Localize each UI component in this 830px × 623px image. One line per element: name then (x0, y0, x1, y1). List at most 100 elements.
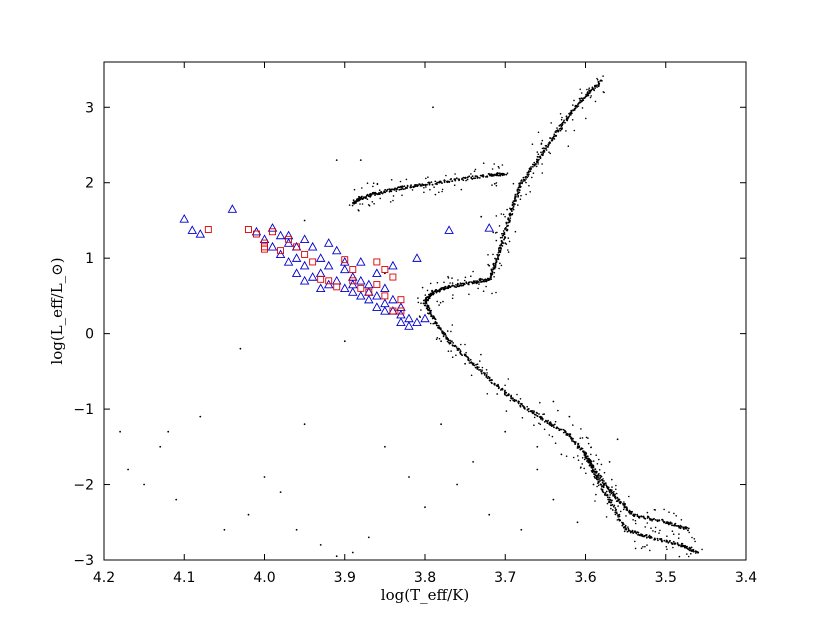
track-point (559, 129, 562, 132)
track-point (530, 168, 533, 170)
track-scatter-point (557, 409, 559, 412)
track-scatter-point (581, 107, 584, 109)
track-scatter-point (476, 363, 479, 366)
track-point (505, 173, 508, 176)
track-scatter-point (611, 478, 613, 481)
track-scatter-point (498, 267, 500, 270)
plot-frame (103, 61, 747, 561)
track-point (509, 219, 511, 222)
track-point (383, 190, 386, 193)
track-scatter-point (649, 549, 651, 552)
track-point (511, 204, 514, 207)
track-point (516, 190, 519, 192)
track-point (547, 143, 550, 146)
track-scatter-point (634, 519, 637, 522)
square-point (253, 230, 260, 238)
track-scatter-point (611, 499, 613, 502)
track-point (536, 415, 539, 417)
track-scatter-point (540, 142, 543, 145)
track-scatter-point (482, 162, 485, 164)
track-scatter-point (446, 330, 449, 332)
track-scatter-point (463, 279, 466, 282)
track-point (463, 283, 466, 286)
track-scatter-point (423, 191, 425, 194)
triangle-point (420, 313, 430, 323)
track-point (545, 149, 548, 151)
square-point (204, 226, 212, 233)
track-point (566, 119, 569, 122)
track-point (621, 524, 624, 527)
track-scatter-point (457, 283, 459, 286)
track-point (457, 347, 460, 350)
track-point (618, 513, 621, 516)
track-point (545, 147, 547, 150)
track-scatter-point (623, 501, 625, 503)
track-point (473, 280, 475, 283)
track-scatter-point (446, 340, 449, 343)
track-point (580, 100, 583, 103)
track-point (500, 389, 502, 391)
track-point (425, 302, 428, 305)
track-point (560, 428, 563, 431)
track-point (455, 177, 458, 180)
track-point (479, 279, 482, 282)
track-point (385, 190, 388, 193)
track-point (483, 280, 486, 283)
track-point (602, 491, 605, 494)
track-scatter-point (572, 424, 574, 426)
track-scatter-point (468, 362, 471, 364)
track-scatter-point (652, 530, 654, 532)
track-point (510, 207, 513, 210)
field-point (592, 483, 595, 486)
triangle-point (356, 275, 366, 285)
track-point (502, 230, 505, 232)
track-scatter-point (579, 88, 581, 91)
track-point (523, 178, 526, 181)
track-scatter-point (371, 201, 374, 203)
track-point (683, 528, 685, 530)
track-scatter-point (583, 458, 586, 461)
field-point (536, 445, 539, 448)
y-tick-label: 2 (85, 176, 94, 192)
field-point (560, 453, 563, 456)
track-scatter-point (400, 188, 403, 191)
track-scatter-point (493, 276, 495, 278)
field-point (568, 415, 571, 418)
square-point (381, 266, 389, 273)
track-point (358, 196, 361, 199)
track-point (669, 521, 672, 524)
square-point (285, 235, 293, 243)
track-scatter-point (548, 434, 551, 436)
track-point (477, 176, 479, 179)
track-scatter-point (650, 527, 652, 529)
track-point (454, 179, 457, 182)
track-point (461, 177, 464, 180)
track-scatter-point (577, 105, 580, 107)
triangle-point (412, 317, 422, 326)
track-scatter-point (417, 301, 420, 304)
track-scatter-point (634, 522, 637, 525)
track-scatter-point (610, 507, 612, 510)
track-point (500, 240, 503, 242)
y-tick-label: 1 (85, 251, 94, 267)
track-scatter-point (543, 413, 545, 415)
track-scatter-point (520, 194, 522, 197)
track-point (497, 254, 500, 257)
track-scatter-point (539, 401, 541, 404)
track-point (681, 542, 684, 545)
track-scatter-point (480, 278, 482, 280)
square-point (341, 256, 349, 264)
track-scatter-point (451, 356, 454, 359)
triangle-point (323, 238, 334, 247)
track-point (507, 218, 509, 221)
triangle-point (299, 275, 310, 285)
track-scatter-point (491, 184, 493, 186)
track-scatter-point (541, 147, 544, 150)
track-scatter-point (361, 203, 364, 205)
track-scatter-point (465, 179, 467, 182)
track-scatter-point (687, 555, 690, 558)
field-point (608, 461, 611, 463)
track-scatter-point (542, 413, 544, 416)
track-point (438, 181, 441, 184)
track-point (614, 507, 617, 509)
